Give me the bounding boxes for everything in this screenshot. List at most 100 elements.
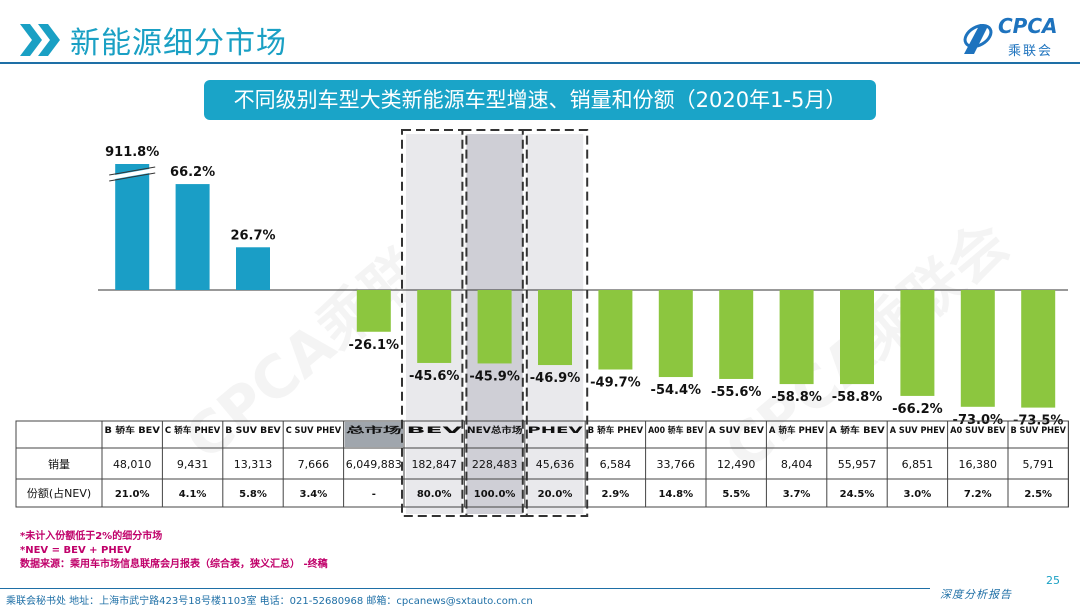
footer-contact: 乘联会秘书处 地址：上海市武宁路423号18号楼1103室 电话：021-526… <box>6 596 533 607</box>
page-number: 25 <box>1046 574 1060 587</box>
table-row-label: 销量 <box>48 457 70 471</box>
table-cell-share: 4.1% <box>179 489 207 500</box>
table-cell-share: 2.9% <box>602 489 630 500</box>
data-label: -46.9% <box>530 371 581 386</box>
data-label: -58.8% <box>771 390 822 405</box>
table-cell-share: 5.5% <box>722 489 750 500</box>
table-cell-sales: 228,483 <box>472 458 518 471</box>
bar <box>840 290 874 385</box>
data-label: -55.6% <box>711 385 762 400</box>
table-cell-share: 20.0% <box>538 489 573 500</box>
table-header-cell: BEV <box>407 426 464 436</box>
table-header-cell: A 轿车 BEV <box>829 425 885 436</box>
table-cell-sales: 13,313 <box>234 458 273 471</box>
data-label: -26.1% <box>349 338 400 353</box>
bar <box>236 247 270 290</box>
table-cell-share: 3.4% <box>300 489 328 500</box>
table-cell-sales: 182,847 <box>411 458 457 471</box>
table-cell-share: 2.5% <box>1024 489 1052 500</box>
table-header-cell: A0 SUV BEV <box>950 426 1006 436</box>
table-header-cell: C 轿车 PHEV <box>165 425 221 436</box>
table-header-cell: A SUV BEV <box>709 426 765 436</box>
cpca-logo: CPCA 乘联会 <box>958 14 1068 62</box>
bar <box>538 290 572 366</box>
table-cell-sales: 5,791 <box>1022 458 1054 471</box>
bar <box>1021 290 1056 408</box>
table-cell-sales: 12,490 <box>717 458 756 471</box>
table-cell-sales: 48,010 <box>113 458 152 471</box>
table-header-cell: B SUV BEV <box>225 426 281 436</box>
table-header-cell: 总市场 <box>346 425 402 436</box>
logo-cn-text: 乘联会 <box>1008 44 1054 59</box>
table-cell-sales: 55,957 <box>838 458 877 471</box>
slogan: 深度分析报告 <box>940 588 1012 601</box>
bar <box>598 290 633 370</box>
table-cell-share: 80.0% <box>417 489 452 500</box>
table-cell-sales: 45,636 <box>536 458 575 471</box>
data-label: -45.9% <box>469 369 520 384</box>
data-label: -49.7% <box>590 376 641 391</box>
bar <box>417 290 452 363</box>
table-header-cell: B SUV PHEV <box>1011 426 1067 436</box>
dashed-highlight-frame <box>401 129 468 517</box>
table-cell-share: 24.5% <box>840 489 875 500</box>
table-cell-share: 5.8% <box>239 489 267 500</box>
table-cell-share: 100.0% <box>474 489 516 500</box>
data-label: -66.2% <box>892 402 943 417</box>
footnote: *NEV = BEV + PHEV <box>20 545 132 556</box>
bar <box>356 290 391 332</box>
table-cell-sales: 16,380 <box>959 458 998 471</box>
footnote: *未计入份额低于2%的细分市场 <box>20 531 163 542</box>
bar <box>175 184 210 290</box>
dashed-highlight-frame <box>461 129 528 517</box>
data-label: -54.4% <box>651 383 702 398</box>
table-cell-share: 3.7% <box>783 489 811 500</box>
table-header-cell: B 轿车 BEV <box>105 425 161 436</box>
axis-break-mark <box>109 172 156 182</box>
bar <box>719 290 754 379</box>
table-header-cell: A 轿车 PHEV <box>769 425 825 436</box>
logo-icon <box>963 24 993 54</box>
table-header-cell: NEV总市场 <box>467 425 523 436</box>
bar <box>477 290 512 364</box>
dashed-highlight-frame <box>521 129 589 517</box>
data-label: 911.8% <box>105 145 159 160</box>
table-cell-sales: 6,049,883 <box>346 458 402 471</box>
footnote: 数据来源：乘用车市场信息联席会月报表（综合表，狭义汇总） -终稿 <box>20 559 328 570</box>
data-label: 66.2% <box>170 165 215 180</box>
bar <box>658 290 693 378</box>
bar <box>960 290 995 407</box>
bar <box>779 290 814 385</box>
table-header-cell: A00 轿车 BEV <box>648 425 704 436</box>
table-cell-share: 21.0% <box>115 489 150 500</box>
chart-subtitle: 不同级别车型大类新能源车型增速、销量和份额（2020年1-5月） <box>204 80 876 120</box>
footer-divider <box>0 588 930 589</box>
bar <box>900 290 935 396</box>
table-cell-sales: 8,404 <box>781 458 813 471</box>
chevron-right-icon <box>20 24 60 56</box>
table-header-cell: PHEV <box>527 426 583 436</box>
axis-break-mark <box>108 168 156 180</box>
table-cell-share: - <box>372 489 376 500</box>
table-cell-sales: 9,431 <box>177 458 209 471</box>
table-header-cell: A SUV PHEV <box>890 426 946 436</box>
total-market-header-bg <box>344 422 403 447</box>
logo-text: CPCA <box>998 14 1058 38</box>
axis-break-mark <box>109 166 156 176</box>
header-divider <box>0 62 1080 64</box>
table-row-label: 份额(占NEV) <box>27 486 91 500</box>
data-label: -45.6% <box>409 369 460 384</box>
data-label: -73.0% <box>953 413 1004 428</box>
table-cell-share: 14.8% <box>658 489 693 500</box>
page-title: 新能源细分市场 <box>70 26 287 61</box>
footnotes: *未计入份额低于2%的细分市场 *NEV = BEV + PHEV 数据来源：乘… <box>20 530 328 572</box>
table-cell-share: 3.0% <box>904 489 932 500</box>
table-cell-sales: 6,584 <box>600 458 632 471</box>
data-label: 26.7% <box>230 228 275 243</box>
table-header-cell: C SUV PHEV <box>286 426 342 436</box>
table-cell-share: 7.2% <box>964 489 992 500</box>
data-label: -58.8% <box>832 390 883 405</box>
bar <box>115 164 150 290</box>
table-cell-sales: 6,851 <box>902 458 934 471</box>
